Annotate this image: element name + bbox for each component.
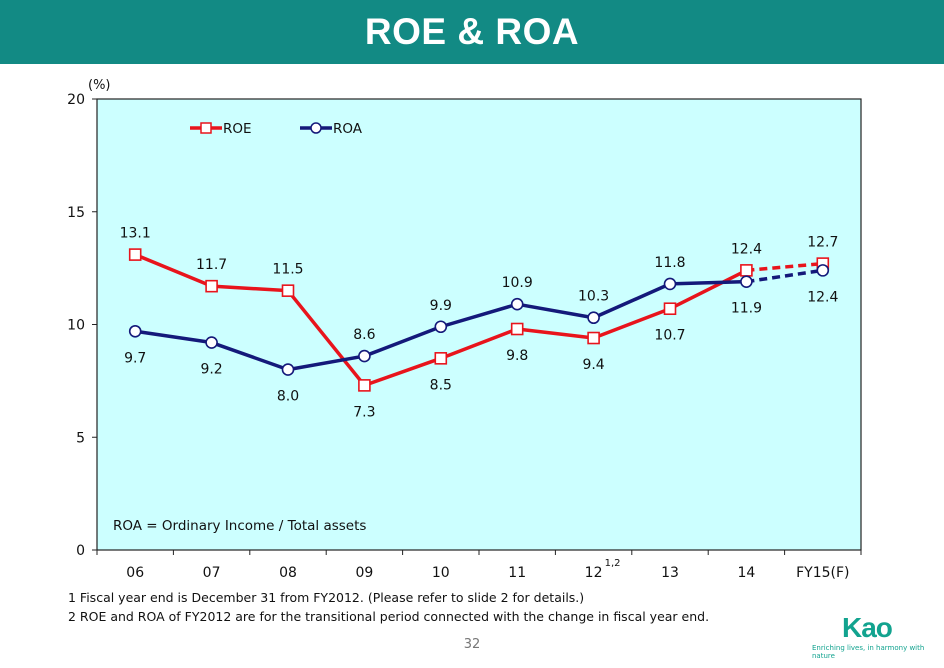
- roa-data-label: 12.4: [807, 289, 838, 305]
- slide-title: ROE & ROA: [364, 11, 580, 52]
- roe-point: [358, 379, 371, 392]
- x-tick-label: 06: [126, 565, 144, 581]
- y-tick-label: 15: [67, 205, 85, 221]
- roa-data-label: 9.7: [124, 350, 146, 366]
- roe-point: [587, 331, 600, 345]
- roe-data-label: 9.8: [506, 348, 528, 364]
- x-tick-label: 11: [508, 565, 526, 581]
- roa-data-label: 11.8: [654, 255, 685, 271]
- roe-point: [205, 279, 218, 293]
- legend-roe-label: ROE: [223, 121, 252, 137]
- y-tick-label: 20: [67, 92, 85, 108]
- legend-roa-marker: [310, 122, 322, 134]
- legend-roe-marker: [200, 122, 212, 134]
- plot-area: [96, 98, 862, 551]
- roa-point: [434, 320, 448, 334]
- legend-roa-label: ROA: [333, 121, 363, 137]
- footnote-2: 2 ROE and ROA of FY2012 are for the tran…: [68, 609, 710, 624]
- roa-point: [281, 363, 295, 376]
- y-tick-label: 0: [76, 543, 85, 559]
- x-tick-label: 07: [203, 565, 221, 581]
- roe-point: [434, 352, 448, 365]
- roe-data-label: 9.4: [582, 357, 604, 373]
- roa-data-label: 9.9: [430, 298, 452, 314]
- roe-data-label: 10.7: [654, 328, 685, 344]
- roa-point: [205, 336, 218, 349]
- roe-data-label: 11.7: [196, 257, 227, 273]
- chart-annotation: ROA = Ordinary Income / Total assets: [113, 518, 366, 534]
- x-tick-label: 14: [737, 565, 755, 581]
- x-tick-label: 10: [432, 565, 450, 581]
- roe-point: [128, 248, 142, 261]
- roe-point: [510, 322, 524, 336]
- x-tick-label: 13: [661, 565, 679, 581]
- roa-point: [587, 311, 600, 325]
- roe-roa-line-chart: 0 5 10 15 20(%) 06 07 08 09 10 11 121,2 13 14 FY15(F) R…: [67, 78, 862, 581]
- roe-data-label: 12.4: [731, 241, 762, 257]
- roa-point: [128, 324, 142, 338]
- roa-data-label: 11.9: [731, 301, 762, 317]
- x-tick-superscript: 1,2: [605, 558, 621, 569]
- y-tick-label: 5: [76, 430, 85, 446]
- x-tick-label: FY15(F): [796, 565, 849, 581]
- roe-data-label: 13.1: [120, 226, 151, 242]
- roa-data-label: 10.9: [502, 275, 533, 291]
- roa-data-label: 10.3: [578, 289, 609, 305]
- roe-data-label: 11.5: [272, 262, 303, 278]
- slide-header: ROE & ROA: [0, 0, 944, 64]
- x-tick-label: 08: [279, 565, 297, 581]
- roa-point: [663, 277, 677, 291]
- roa-data-label: 9.2: [200, 362, 222, 378]
- roa-data-label: 8.0: [277, 389, 299, 405]
- roe-point: [281, 284, 295, 297]
- roa-point: [740, 275, 753, 288]
- y-axis-unit: (%): [88, 78, 111, 93]
- x-tick-label: 09: [355, 565, 373, 581]
- roa-point: [510, 297, 524, 311]
- roe-data-label: 7.3: [353, 404, 375, 420]
- roe-point: [740, 264, 753, 277]
- footnote-1: 1 Fiscal year end is December 31 from FY…: [68, 590, 585, 605]
- roe-point: [663, 302, 677, 316]
- roa-point: [816, 264, 830, 277]
- page-number: 32: [463, 637, 481, 652]
- roa-point: [358, 349, 371, 363]
- roa-data-label: 8.6: [353, 327, 375, 343]
- roe-data-label: 8.5: [430, 377, 452, 393]
- roe-data-label: 12.7: [807, 235, 838, 251]
- kao-logo: Kao: [842, 612, 893, 643]
- x-tick-label: 12: [585, 565, 603, 581]
- brand-tagline: Enriching lives, in harmony with nature: [812, 644, 925, 660]
- y-tick-label: 10: [67, 318, 85, 334]
